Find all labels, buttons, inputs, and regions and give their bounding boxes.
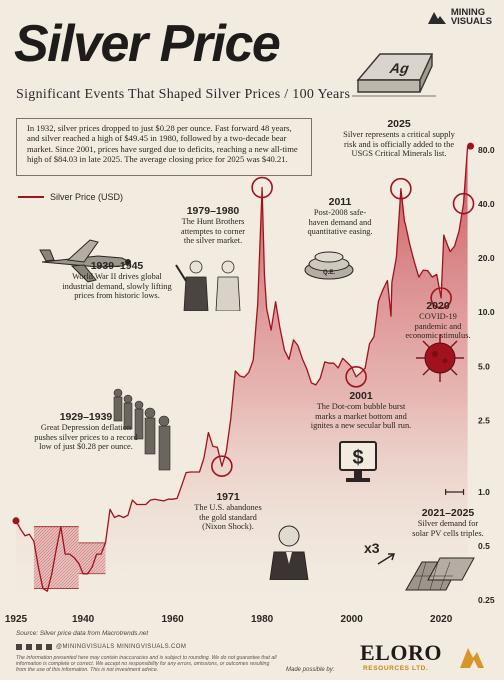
- y-tick-label: 40.0: [478, 199, 495, 209]
- marker-ring-2011: [390, 177, 412, 200]
- solar-panel-icon: [405, 557, 475, 591]
- y-tick-label: 0.25: [478, 595, 495, 605]
- fighter-plane-icon: [39, 239, 132, 283]
- up-arrow-icon: [377, 553, 396, 565]
- brand-name-top: MINING: [450, 7, 486, 18]
- y-axis: 0.25 0.5 1.0 2.5 5.0 10.0 20.0 40.0 80.0: [478, 145, 495, 605]
- sponsor-logo[interactable]: ELORO RESOURCES LTD.: [360, 640, 490, 678]
- annotation-2025: 2025 Silver represents a critical supply …: [343, 118, 455, 159]
- x-tick-label: 1925: [5, 614, 28, 625]
- marker-ring-1979: [251, 176, 273, 199]
- brand-logo[interactable]: MINING VISUALS: [427, 7, 492, 27]
- annotation-2020: 2020 COVID-19 pandemic and economic stimu…: [405, 300, 471, 341]
- legend-swatch: [18, 196, 44, 198]
- range-bracket-2021: [445, 489, 465, 495]
- annotation-1929: 1929–1939 Great Depression deflation push…: [34, 411, 138, 452]
- qe-label: Q.E.: [323, 270, 335, 276]
- event-markers: [12, 142, 475, 525]
- y-tick-label: 1.0: [478, 487, 490, 497]
- social-handle[interactable]: @MININGVISUALS MININGVISUALS.COM: [56, 644, 187, 650]
- annotation-1979: 1979–1980 The Hunt Brothers attemptes to …: [180, 205, 246, 246]
- y-tick-label: 2.5: [478, 415, 490, 425]
- svg-text:$: $: [352, 447, 363, 469]
- marker-ring-2001: [345, 366, 367, 388]
- solar-multiplier-label: x3: [364, 540, 380, 556]
- x-tick-label: 1960: [162, 614, 185, 625]
- x-tick-label: 1980: [251, 614, 274, 625]
- source-note: Source: Silver price data from Macrotren…: [16, 630, 149, 637]
- lightning-logo-icon: [460, 648, 484, 668]
- virus-icon: [416, 334, 464, 382]
- annotation-1971: 1971 The U.S. abandones the gold standard…: [194, 491, 262, 532]
- sponsor-name: ELORO: [360, 640, 442, 665]
- y-tick-label: 80.0: [478, 145, 495, 155]
- social-links[interactable]: @MININGVISUALS MININGVISUALS.COM: [16, 644, 186, 650]
- x-tick-label: 1940: [72, 614, 95, 625]
- marker-ring-2020: [430, 287, 452, 309]
- linkedin-icon[interactable]: [46, 644, 52, 650]
- disclaimer: The information presented here may conta…: [16, 655, 277, 674]
- nixon-portrait-icon: [269, 525, 309, 580]
- x-icon[interactable]: [26, 644, 32, 650]
- ingot-label: Ag: [387, 61, 411, 76]
- price-line: [15, 146, 469, 592]
- price-area-fill: [16, 146, 468, 600]
- silver-ingot-icon: Ag: [352, 53, 436, 97]
- dollar-monitor-icon: $: [339, 441, 377, 482]
- page-subtitle: Significant Events That Shaped Silver Pr…: [16, 87, 351, 102]
- sponsor-subtitle: RESOURCES LTD.: [363, 665, 429, 672]
- y-tick-label: 10.0: [478, 307, 495, 317]
- facebook-icon[interactable]: [16, 644, 22, 650]
- marker-ring-2025: [452, 192, 475, 215]
- made-possible-by: Made possible by:: [286, 667, 335, 673]
- chart-legend: Silver Price (USD): [18, 192, 123, 202]
- page-title: Silver Price: [14, 15, 281, 73]
- start-point-dot: [12, 517, 20, 525]
- soldiers-queue-icon: [113, 388, 171, 471]
- annotation-2021: 2021–2025 Silver demand for solar PV cell…: [412, 507, 484, 538]
- annotation-1939: 1939–1945 World War II drives global indu…: [62, 260, 172, 301]
- annotation-2001: 2001 The Dot-com bubble burst marks a mar…: [310, 390, 412, 431]
- hunt-brothers-illustration: [175, 260, 241, 311]
- y-tick-label: 20.0: [478, 253, 495, 263]
- marker-dot-2025: [467, 142, 475, 150]
- brand-name-bottom: VISUALS: [450, 16, 492, 27]
- annotation-2011: 2011 Post-2008 safe- haven demand and qua…: [307, 196, 373, 237]
- marker-ring-1971: [211, 455, 233, 477]
- price-area: [16, 146, 468, 600]
- qe-money-stack-icon: Q.E.: [304, 251, 354, 280]
- intro-text: In 1932, silver prices dropped to just $…: [16, 118, 312, 176]
- x-axis: 1925 1940 1960 1980 2000 2020: [5, 614, 453, 625]
- legend-label: Silver Price (USD): [50, 192, 124, 202]
- y-tick-label: 0.5: [478, 541, 490, 551]
- mountain-logo-icon: [427, 12, 446, 24]
- price-line-path: [15, 146, 469, 592]
- y-tick-label: 5.0: [478, 361, 490, 371]
- instagram-icon[interactable]: [36, 644, 42, 650]
- x-tick-label: 2000: [341, 614, 364, 625]
- x-tick-label: 2020: [430, 614, 453, 625]
